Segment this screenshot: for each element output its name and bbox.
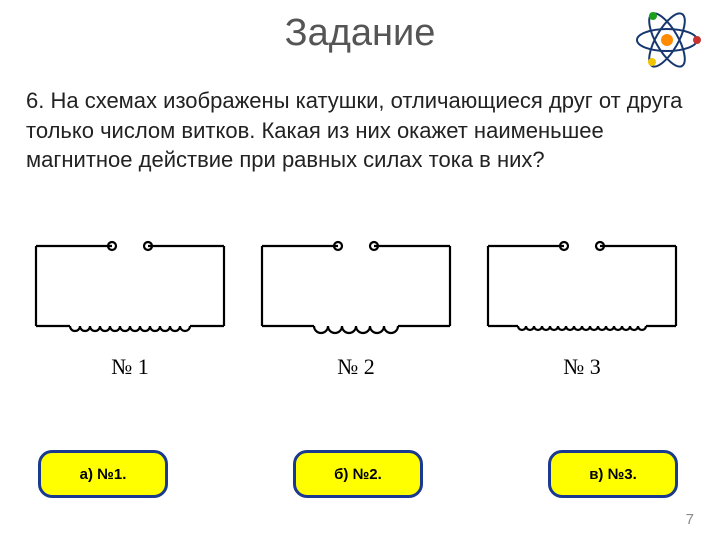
diagram-2: № 2 xyxy=(252,230,460,380)
answer-b-label: б) №2. xyxy=(334,466,382,483)
diagram-3: № 3 xyxy=(478,230,686,380)
page-title: Задание xyxy=(0,12,720,55)
coil-label-2: № 2 xyxy=(337,354,375,380)
answer-c-label: в) №3. xyxy=(589,466,637,483)
coil-svg-3 xyxy=(478,230,686,348)
coil-label-1: № 1 xyxy=(111,354,149,380)
coil-svg-1 xyxy=(26,230,234,348)
answer-a-label: а) №1. xyxy=(80,466,127,483)
question-text: 6. На схемах изображены катушки, отличаю… xyxy=(26,86,686,175)
coil-label-3: № 3 xyxy=(563,354,601,380)
diagrams-row: № 1 № 2 № 3 xyxy=(26,230,686,380)
atom-icon xyxy=(632,8,702,72)
diagram-1: № 1 xyxy=(26,230,234,380)
coil-svg-2 xyxy=(252,230,460,348)
page-number: 7 xyxy=(686,511,694,528)
answer-a[interactable]: а) №1. xyxy=(38,450,168,498)
answers-row: а) №1. б) №2. в) №3. xyxy=(38,450,678,498)
answer-c[interactable]: в) №3. xyxy=(548,450,678,498)
answer-b[interactable]: б) №2. xyxy=(293,450,423,498)
